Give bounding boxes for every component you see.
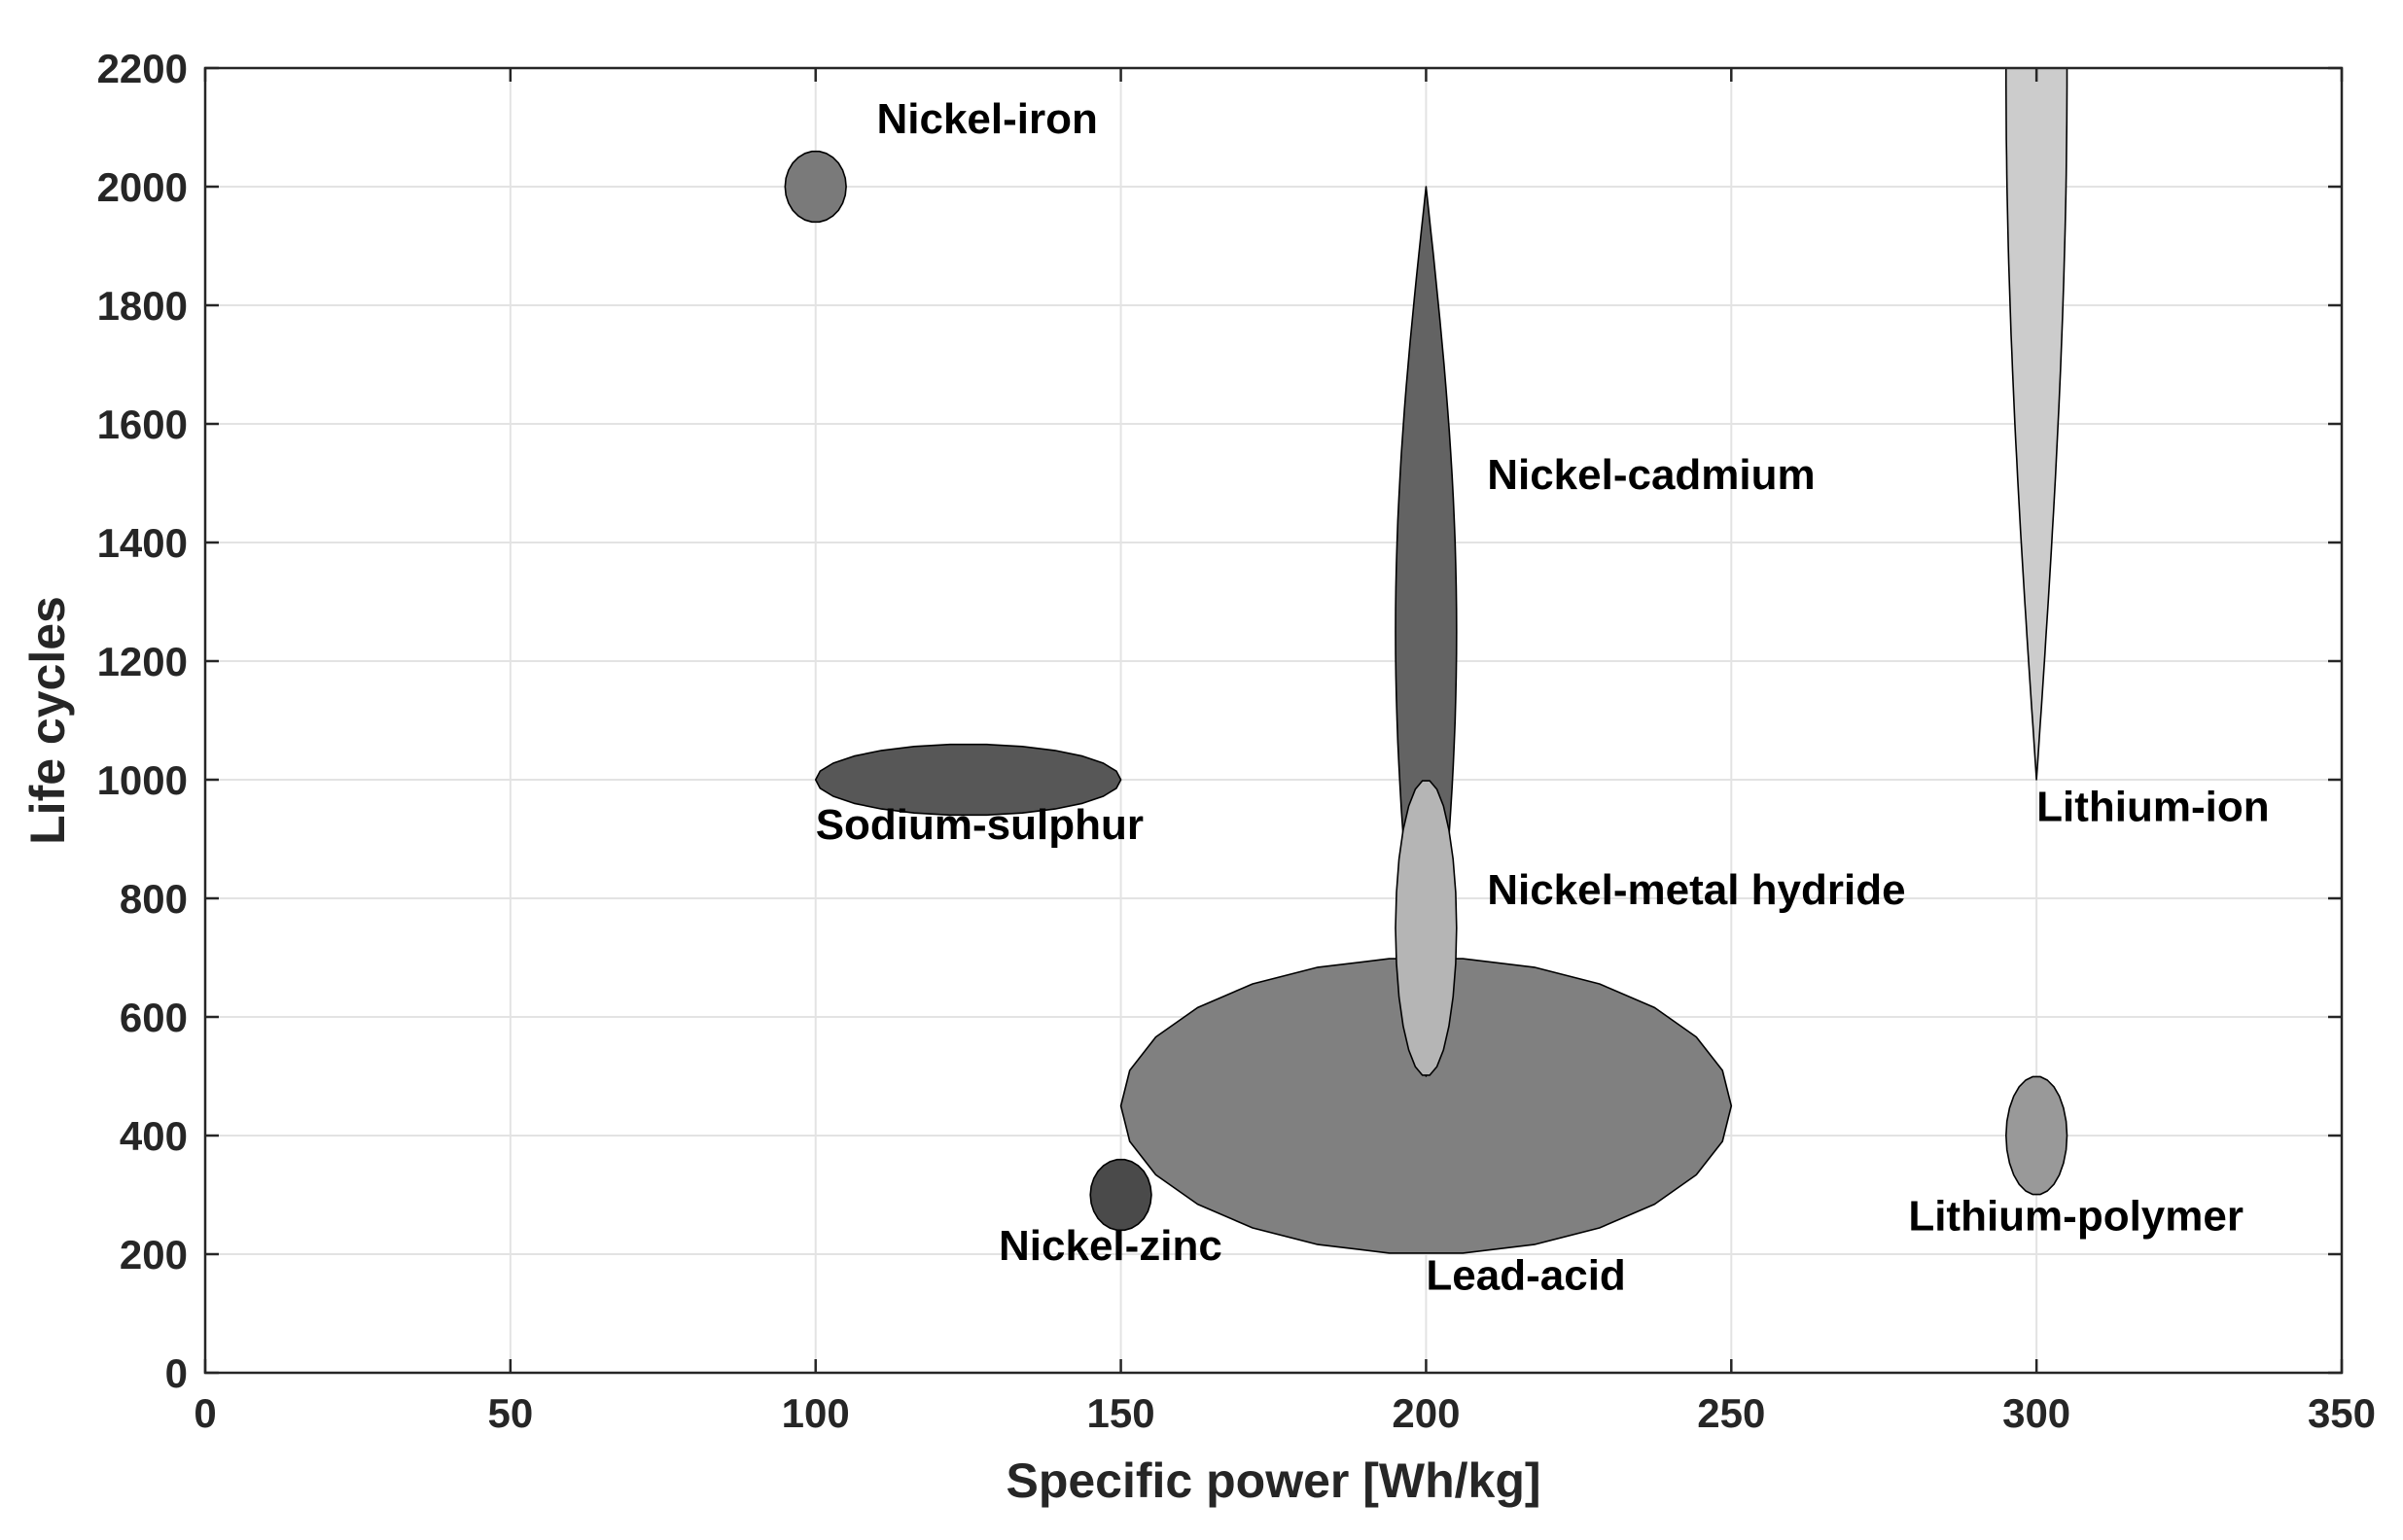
region-nickel-metal-hydride (1395, 780, 1458, 1076)
x-tick-label: 250 (1697, 1390, 1765, 1436)
x-tick-label: 200 (1392, 1390, 1460, 1436)
region-nickel-zinc (1089, 1158, 1152, 1232)
y-tick-label: 1400 (97, 520, 188, 566)
y-tick-label: 400 (120, 1113, 188, 1159)
battery-regions (784, 67, 2068, 1254)
y-axis-title: Life cycles (20, 596, 75, 845)
y-tick-label: 2200 (97, 46, 188, 91)
y-tick-label: 600 (120, 995, 188, 1040)
axis-ticks: 0 50 100 150 200 250 300 350 0 200 400 600 800 1000 12… (97, 46, 2376, 1436)
y-tick-label: 2000 (97, 164, 188, 210)
label-sodium-sulphur: Sodium-sulphur (816, 801, 1144, 849)
region-labels: Lead-acid Nickel-cadmium Nickel-metal hydr… (816, 95, 2270, 1300)
label-nickel-iron: Nickel-iron (876, 95, 1097, 143)
region-sodium-sulphur (814, 743, 1122, 817)
label-lead-acid: Lead-acid (1426, 1252, 1625, 1300)
y-tick-label: 1800 (97, 283, 188, 329)
y-tick-label: 800 (120, 876, 188, 922)
label-lithium-polymer: Lithium-polymer (1908, 1193, 2244, 1241)
y-tick-label: 200 (120, 1232, 188, 1278)
x-tick-label: 100 (782, 1390, 850, 1436)
y-tick-label: 1600 (97, 402, 188, 447)
x-tick-label: 150 (1087, 1390, 1155, 1436)
plot-area-frame (203, 66, 2344, 1375)
label-nickel-zinc: Nickel-zinc (999, 1222, 1222, 1270)
y-tick-label: 0 (165, 1350, 188, 1396)
region-lead-acid (1119, 958, 1733, 1254)
y-tick-label: 1000 (97, 757, 188, 803)
region-nickel-iron (784, 150, 847, 224)
x-tick-label: 300 (2002, 1390, 2070, 1436)
x-tick-label: 50 (487, 1390, 533, 1436)
region-lithium-polymer (2005, 1075, 2068, 1196)
label-nickel-cadmium: Nickel-cadmium (1487, 451, 1815, 499)
y-tick-label: 1200 (97, 639, 188, 684)
label-nickel-metal-hydride: Nickel-metal hydride (1487, 866, 1905, 914)
x-tick-label: 350 (2308, 1390, 2376, 1436)
x-tick-label: 0 (194, 1390, 216, 1436)
label-lithium-ion: Lithium-ion (2036, 784, 2270, 831)
x-axis-title: Specific power [Wh/kg] (1006, 1453, 1540, 1508)
